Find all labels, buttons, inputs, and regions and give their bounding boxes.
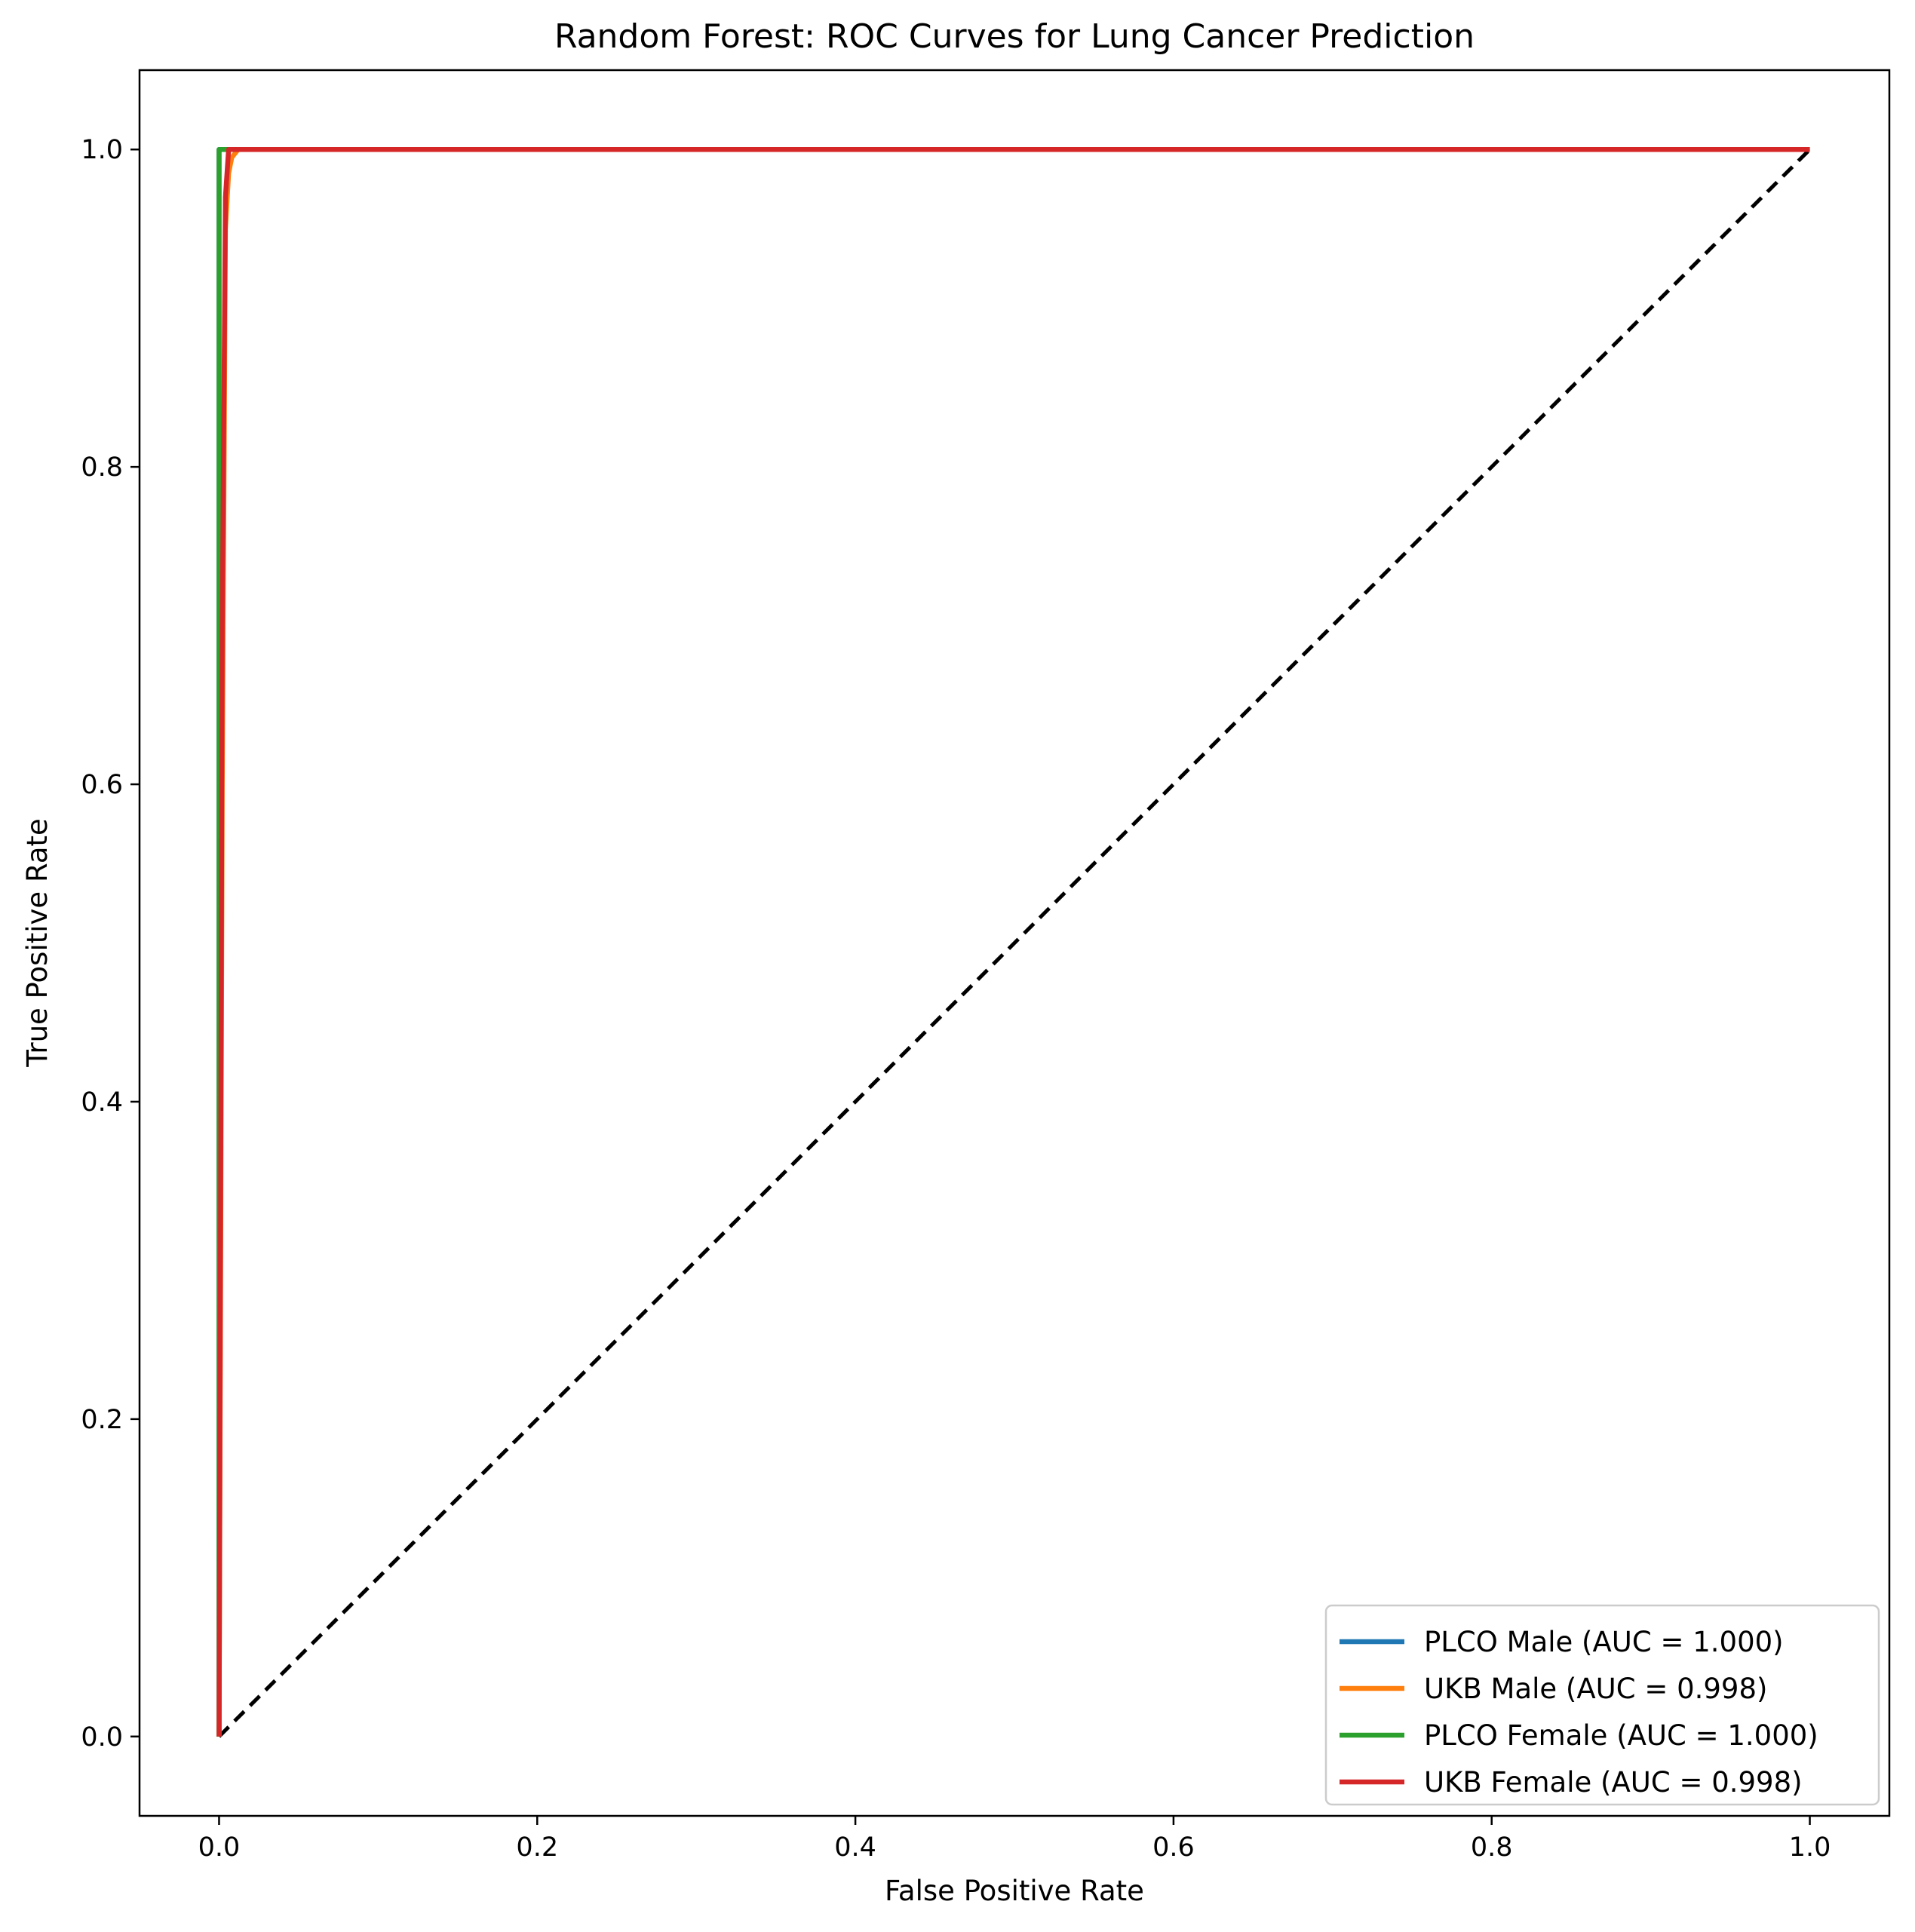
y-axis: 0.0 0.2 0.4 0.6 0.8 1.0 [81,135,140,1753]
legend-label: PLCO Male (AUC = 1.000) [1424,1626,1784,1658]
plot-area [216,146,1812,1738]
legend-label: UKB Male (AUC = 0.998) [1424,1673,1767,1705]
x-tick-label: 0.2 [516,1832,558,1863]
y-tick-label: 0.0 [81,1722,123,1753]
series-line-4 [216,146,1810,1737]
legend-label: PLCO Female (AUC = 1.000) [1424,1719,1818,1752]
y-tick-label: 1.0 [81,135,123,165]
x-tick-label: 1.0 [1789,1832,1831,1863]
x-tick-label: 0.0 [198,1832,241,1863]
x-tick-label: 0.4 [834,1832,876,1863]
y-tick-label: 0.6 [81,770,123,800]
legend-box [1324,1604,1880,1806]
y-tick-label: 0.4 [81,1087,123,1118]
x-tick-label: 0.8 [1471,1832,1513,1863]
x-axis: 0.0 0.2 0.4 0.6 0.8 1.0 [198,1816,1831,1863]
legend: PLCO Male (AUC = 1.000) UKB Male (AUC = 0… [1324,1604,1880,1806]
y-tick-label: 0.8 [81,452,123,483]
chance-diagonal-line [217,148,1812,1738]
legend-label: UKB Female (AUC = 0.998) [1424,1766,1803,1799]
y-tick-label: 0.2 [81,1405,123,1435]
plot-frame [138,69,1891,1817]
x-tick-label: 0.6 [1152,1832,1195,1863]
y-axis-label: True Positive Rate [21,818,54,1068]
x-axis-label: False Positive Rate [885,1875,1144,1907]
chart-title: Random Forest: ROC Curves for Lung Cance… [554,17,1475,56]
